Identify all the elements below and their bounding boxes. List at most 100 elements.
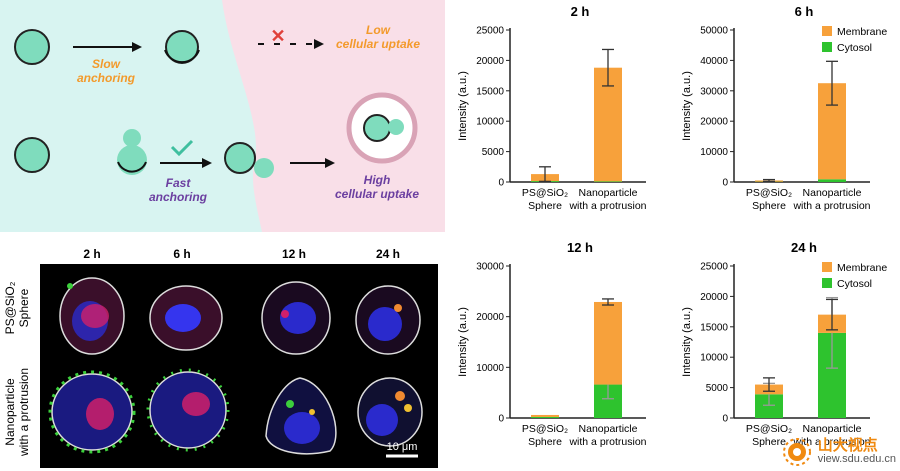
- y-axis-label: Intensity (a.u.): [457, 71, 469, 141]
- scale-bar-label: 10 μm: [387, 441, 418, 453]
- arrow-head-icon: [325, 158, 335, 168]
- cytoplasm-signal: [86, 398, 114, 430]
- particle-signal: [394, 304, 402, 312]
- particle-signal: [309, 409, 315, 415]
- y-tick-label: 40000: [700, 56, 728, 67]
- row-label-protrusion: Nanoparticlewith a protrusion: [3, 368, 31, 457]
- y-tick-label: 20000: [700, 117, 728, 128]
- bar-cytosol: [818, 179, 846, 182]
- arrow-head-icon: [132, 42, 142, 52]
- anchored-protrusion-particle: [224, 142, 256, 174]
- y-tick-label: 15000: [476, 86, 504, 97]
- high-uptake-label: High cellular uptake: [335, 173, 419, 201]
- arrow-head-icon: [202, 158, 212, 168]
- nucleus: [366, 404, 398, 436]
- sun-logo-icon: [782, 438, 811, 466]
- sphere-particle: [14, 29, 50, 65]
- y-tick-label: 20000: [700, 292, 728, 303]
- chart-24h: 24 h Intensity (a.u.) 0 5000 10000 15000 20000…: [681, 240, 887, 448]
- internalized-protrusion: [388, 119, 404, 135]
- bar-membrane: [531, 414, 559, 417]
- nucleus: [280, 302, 316, 334]
- x-tick-label: Nanoparticle: [579, 423, 638, 435]
- internalized-particle: [363, 114, 391, 142]
- y-axis-label: Intensity (a.u.): [681, 307, 693, 377]
- x-tick-label: Sphere: [752, 436, 786, 448]
- protrusion-particle-body: [117, 145, 147, 175]
- y-tick-label: 0: [722, 178, 728, 189]
- nucleus: [284, 412, 320, 444]
- time-label: 2 h: [83, 247, 100, 261]
- x-tick-label: PS@SiO₂: [522, 423, 568, 435]
- legend-label: Membrane: [837, 262, 887, 274]
- watermark-brand: 山大视点: [817, 436, 878, 455]
- y-tick-label: 20000: [476, 312, 504, 323]
- y-tick-label: 20000: [476, 56, 504, 67]
- protrusion-particle-tip: [123, 129, 141, 147]
- fast-anchoring-label: Fast anchoring: [149, 176, 208, 204]
- chart-title: 2 h: [571, 4, 590, 19]
- legend-swatch-membrane: [822, 262, 832, 272]
- x-tick-label: Sphere: [752, 200, 786, 212]
- chart-2h: 2 h Intensity (a.u.) 0 5000 10000 15000 20000 2…: [457, 4, 647, 212]
- y-tick-label: 5000: [706, 383, 729, 394]
- uptake-schematic: Slow anchoring ✕ Low cellular uptake Fast a…: [0, 0, 445, 232]
- time-label: 12 h: [282, 247, 306, 261]
- y-tick-label: 10000: [700, 147, 728, 158]
- y-tick-label: 0: [498, 414, 504, 425]
- y-tick-label: 25000: [700, 262, 728, 273]
- y-tick-label: 5000: [482, 147, 505, 158]
- particle-signal: [281, 310, 289, 318]
- chart-title: 12 h: [567, 240, 593, 255]
- cell-membrane-arc: [117, 161, 147, 173]
- cytoplasm-signal: [81, 304, 109, 328]
- nucleus: [368, 307, 402, 341]
- y-tick-label: 15000: [700, 322, 728, 333]
- y-axis-label: Intensity (a.u.): [681, 71, 693, 141]
- y-tick-label: 25000: [476, 26, 504, 37]
- y-tick-label: 10000: [476, 363, 504, 374]
- bar-membrane: [594, 67, 622, 182]
- cell-membrane-arc: [164, 49, 200, 64]
- chart-title: 24 h: [791, 240, 817, 255]
- x-tick-label: PS@SiO₂: [522, 187, 568, 199]
- y-axis-label: Intensity (a.u.): [457, 307, 469, 377]
- legend-label: Cytosol: [837, 42, 872, 54]
- svg-text:PS@SiO₂Sphere: PS@SiO₂Sphere: [3, 281, 31, 334]
- particle-signal: [395, 391, 405, 401]
- y-tick-label: 10000: [700, 353, 728, 364]
- x-tick-label: with a protrusion: [792, 200, 870, 212]
- x-tick-label: Sphere: [528, 200, 562, 212]
- y-tick-label: 0: [722, 414, 728, 425]
- x-tick-label: Nanoparticle: [579, 187, 638, 199]
- watermark-url: view.sdu.edu.cn: [817, 453, 896, 466]
- x-tick-label: with a protrusion: [568, 436, 646, 448]
- membrane-particle-ring: [48, 370, 136, 454]
- time-label: 6 h: [173, 247, 190, 261]
- particle-signal: [286, 400, 294, 408]
- chart-12h: 12 h Intensity (a.u.) 0 10000 20000 30000 PS@S…: [457, 240, 647, 448]
- x-tick-label: PS@SiO₂: [746, 423, 792, 435]
- bar-cytosol: [755, 394, 783, 418]
- svg-text:Nanoparticlewith a protrusion: Nanoparticlewith a protrusion: [3, 368, 31, 457]
- nucleus: [165, 304, 201, 332]
- sphere-particle: [14, 137, 50, 173]
- watermark: 山大视点 view.sdu.edu.cn: [780, 435, 896, 469]
- legend-swatch-cytosol: [822, 278, 832, 288]
- x-tick-label: Nanoparticle: [803, 187, 862, 199]
- fast-region-background: [222, 0, 445, 232]
- low-uptake-label: Low cellular uptake: [336, 23, 420, 51]
- confocal-micrograph-panel: 2 h 6 h 12 h 24 h PS@SiO₂Sphere Nanopart…: [3, 247, 438, 468]
- x-tick-label: Sphere: [528, 436, 562, 448]
- x-tick-label: with a protrusion: [568, 200, 646, 212]
- chart-6h: 6 h Intensity (a.u.) 0 10000 20000 30000 40000…: [681, 4, 887, 212]
- x-tick-label: with a protrusion: [792, 436, 870, 448]
- particle-signal: [67, 283, 73, 289]
- x-tick-label: PS@SiO₂: [746, 187, 792, 199]
- arrow-head-icon: [314, 39, 324, 49]
- y-tick-label: 50000: [700, 26, 728, 37]
- x-tick-label: Nanoparticle: [803, 423, 862, 435]
- y-tick-label: 10000: [476, 117, 504, 128]
- legend-swatch-membrane: [822, 26, 832, 36]
- y-tick-label: 30000: [700, 86, 728, 97]
